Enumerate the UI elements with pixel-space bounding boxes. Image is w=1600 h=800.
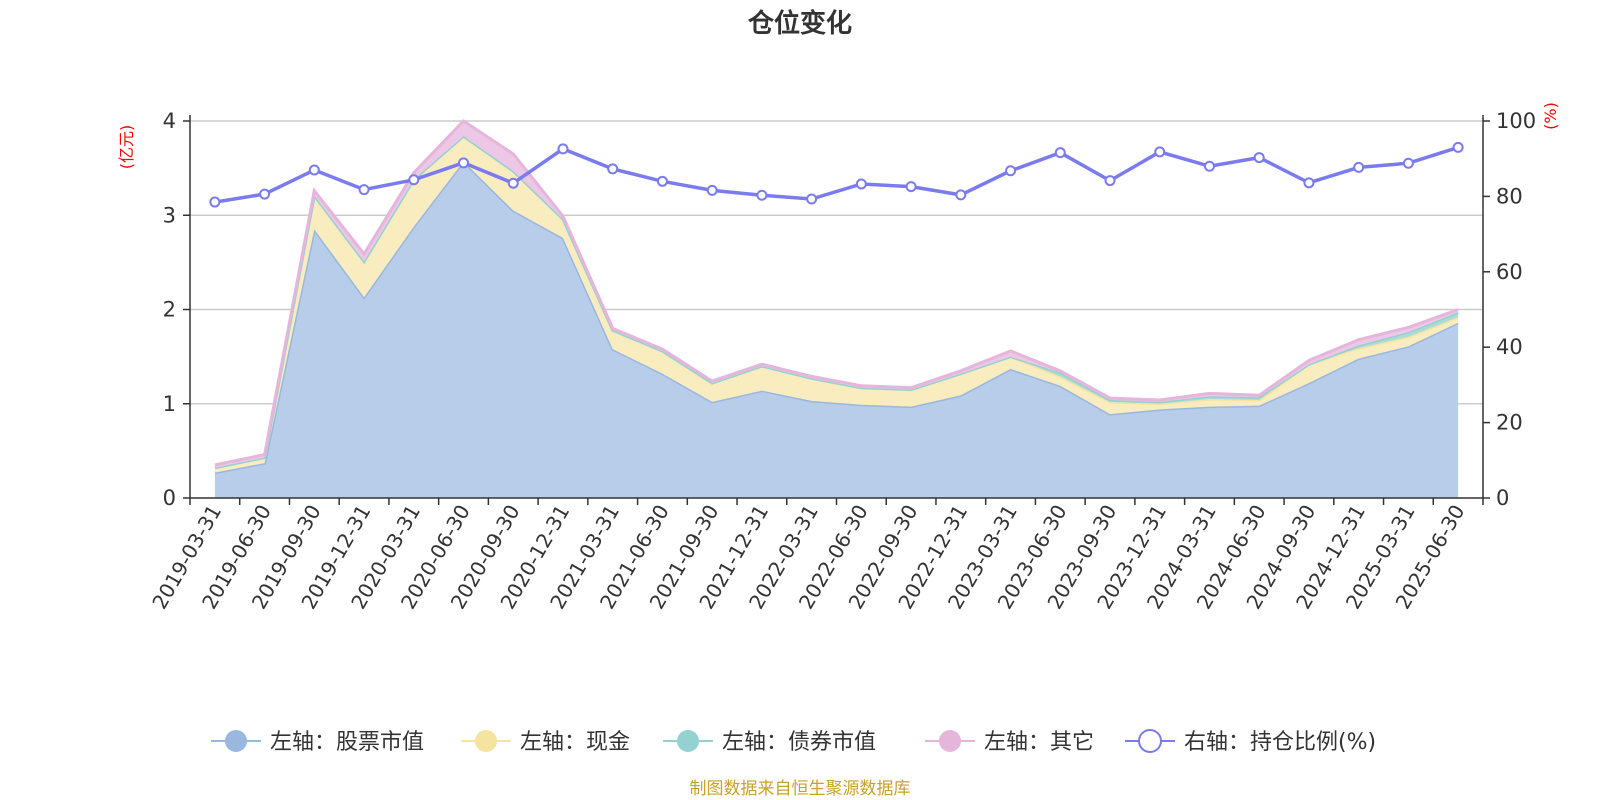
area-edge-line: [214, 119, 1459, 467]
ratio-point: [1104, 175, 1116, 187]
ratio-point: [358, 184, 370, 196]
ratio-point: [1353, 161, 1365, 173]
left-tick-label: 0: [163, 486, 176, 510]
ratio-point: [855, 178, 867, 190]
left-tick-label: 1: [163, 392, 176, 416]
ratio-point: [507, 177, 519, 189]
right-tick-label: 60: [1496, 260, 1523, 284]
ratio-point: [1005, 165, 1017, 177]
ratio-point: [1054, 147, 1066, 159]
ratio-point: [1203, 160, 1215, 172]
holding-ratio-line: [209, 141, 1464, 208]
ratio-point: [1452, 141, 1464, 153]
ratio-point: [458, 157, 470, 169]
ratio-point: [1253, 152, 1265, 164]
ratio-point: [308, 164, 320, 176]
legend-label: 左轴：其它: [984, 730, 1094, 755]
ratio-point: [905, 181, 917, 193]
legend-marker: [225, 730, 247, 752]
right-tick-label: 20: [1496, 411, 1523, 435]
ratio-point: [656, 175, 668, 187]
stacked-areas: [214, 119, 1459, 498]
ratio-point: [408, 174, 420, 186]
left-tick-label: 4: [163, 109, 176, 133]
chart-title: 仓位变化: [747, 8, 852, 39]
right-tick-label: 0: [1496, 486, 1509, 510]
ratio-point: [1154, 146, 1166, 158]
legend-label: 右轴：持仓比例(%): [1184, 730, 1376, 755]
area-9ab7e0: [214, 161, 1459, 498]
legend-label: 左轴：股票市值: [270, 730, 424, 755]
right-tick-label: 80: [1496, 184, 1523, 208]
legend-marker: [939, 730, 961, 752]
right-axis-unit: (%): [1541, 102, 1560, 130]
left-tick-label: 3: [163, 203, 176, 227]
ratio-line-path: [214, 145, 1459, 204]
ratio-point: [806, 193, 818, 205]
legend-label: 左轴：现金: [520, 730, 630, 755]
ratio-point: [706, 184, 718, 196]
source-note: 制图数据来自恒生聚源数据库: [690, 779, 911, 799]
ratio-point: [209, 196, 221, 208]
legend-label: 左轴：债券市值: [722, 730, 876, 755]
legend-marker: [475, 730, 497, 752]
right-tick-label: 100: [1496, 109, 1536, 133]
legend-marker: [1138, 729, 1162, 753]
left-axis-unit: (亿元): [117, 125, 136, 170]
ratio-point: [756, 189, 768, 201]
ratio-point: [259, 188, 271, 200]
legend-marker: [677, 730, 699, 752]
ratio-point: [607, 163, 619, 175]
ratio-point: [557, 143, 569, 155]
left-tick-label: 2: [163, 298, 176, 322]
ratio-point: [955, 189, 967, 201]
right-tick-label: 40: [1496, 335, 1523, 359]
legend: 左轴：股票市值 左轴：现金 左轴：债券市值 左轴：其它 右轴：持仓比例(%): [211, 729, 1376, 755]
ratio-point: [1402, 157, 1414, 169]
ratio-point: [1303, 177, 1315, 189]
